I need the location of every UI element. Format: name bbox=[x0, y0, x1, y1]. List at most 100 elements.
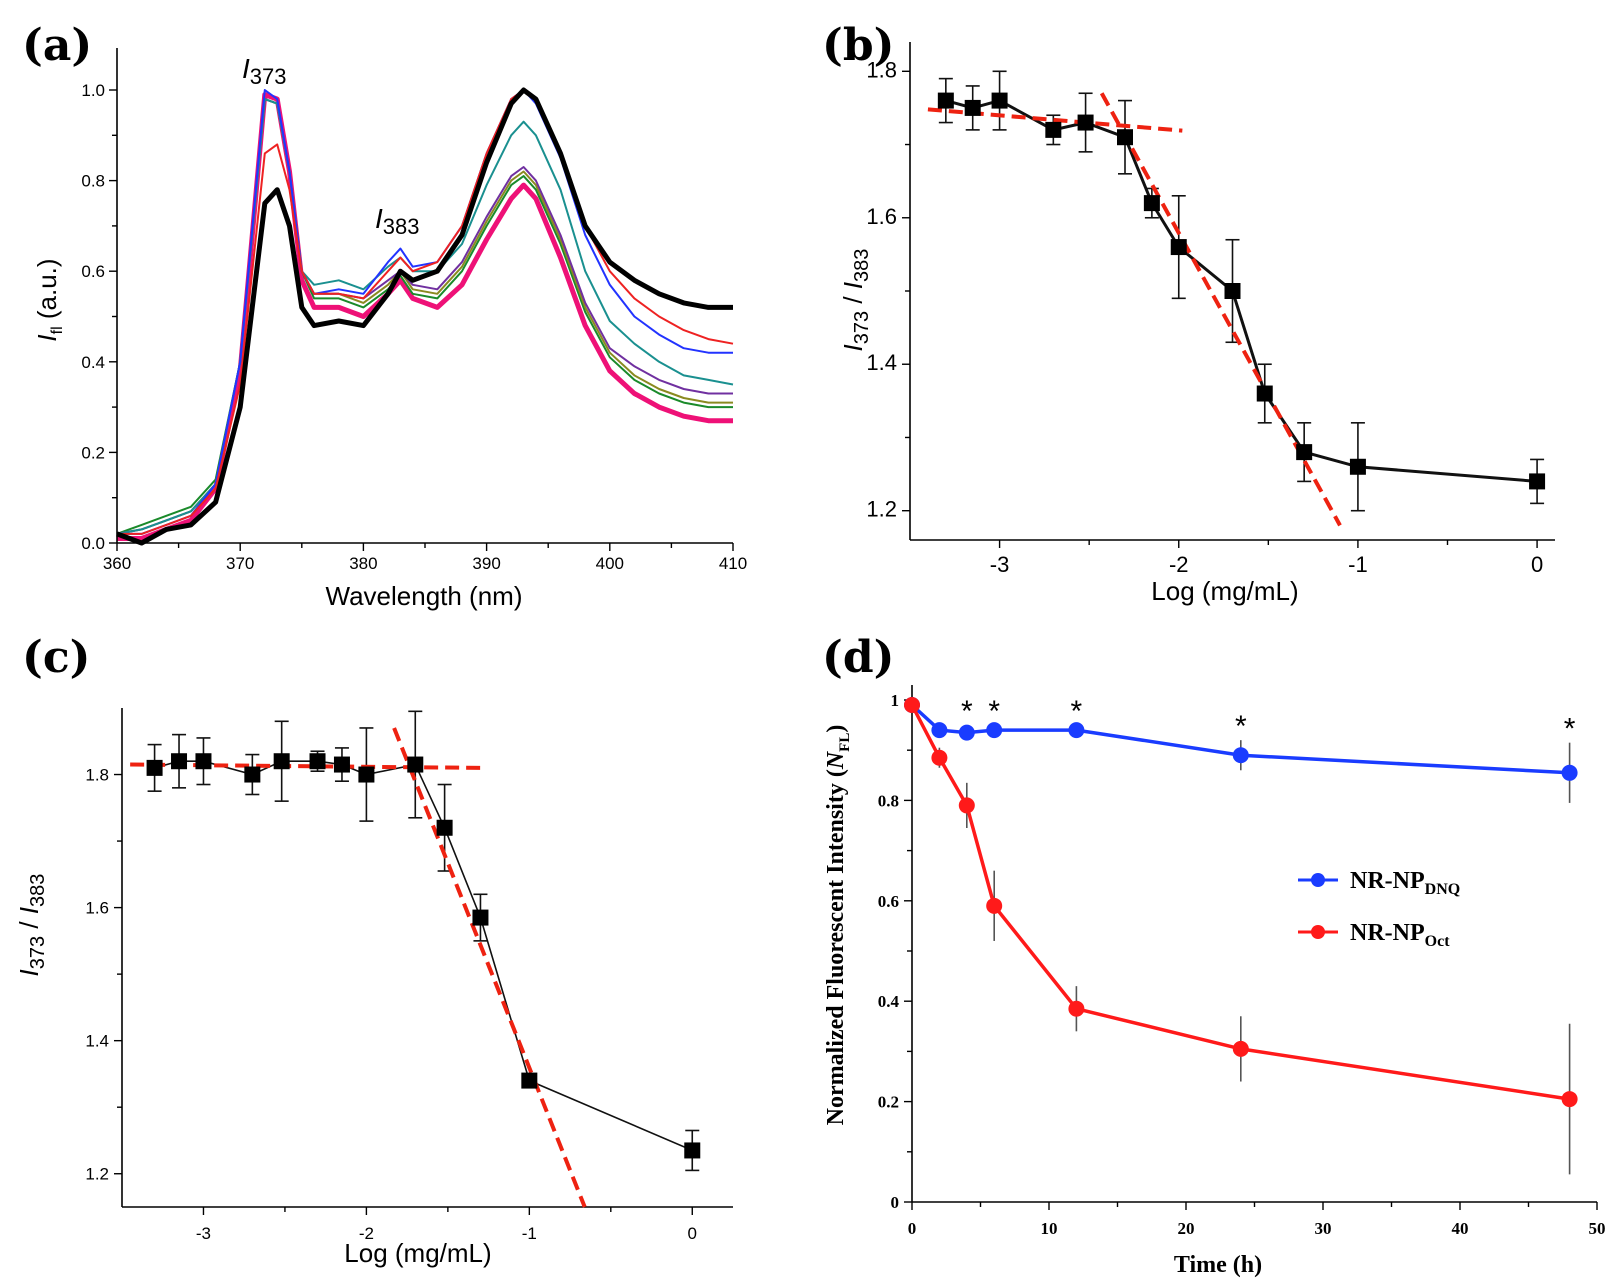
y-tick-label: 1.6 bbox=[866, 204, 897, 229]
x-tick-label: -3 bbox=[196, 1224, 211, 1243]
y-tick-label: 0 bbox=[891, 1193, 900, 1212]
panel-c-label: (c) bbox=[22, 632, 90, 683]
y-tick-label: 1.2 bbox=[866, 497, 897, 522]
legend-dnq-marker bbox=[1311, 873, 1325, 887]
x-tick-label: 410 bbox=[719, 554, 747, 573]
data-point bbox=[333, 756, 350, 773]
y-tick-label: 1.4 bbox=[85, 1032, 109, 1051]
spectrum-teal bbox=[116, 98, 734, 535]
y-tick-label: 0.0 bbox=[81, 534, 105, 553]
x-tick-label: -2 bbox=[1169, 552, 1189, 577]
spectrum-purple bbox=[116, 98, 733, 535]
data-point bbox=[521, 1072, 538, 1089]
spectrum-red bbox=[117, 89, 734, 535]
annotation-i383: I383 bbox=[375, 203, 420, 239]
x-tick-label: 40 bbox=[1452, 1219, 1469, 1238]
data-point bbox=[1117, 129, 1133, 146]
data-point bbox=[964, 99, 981, 116]
fit-line bbox=[130, 762, 481, 770]
y-tick-label: 0.4 bbox=[81, 353, 105, 372]
spectrum-green bbox=[116, 98, 733, 535]
spectrum-blue bbox=[117, 89, 733, 535]
x-tick-label: 30 bbox=[1315, 1219, 1332, 1238]
y-tick-label: 0.2 bbox=[81, 443, 105, 462]
y-tick-label: 1.2 bbox=[85, 1165, 109, 1184]
data-line bbox=[154, 760, 693, 1152]
panel-b-plot: -3 -2 -1 0 1.2 1.4 1.6 1.8 bbox=[866, 42, 1555, 577]
y-tick-label: 0.4 bbox=[878, 992, 900, 1011]
data-point bbox=[171, 753, 188, 770]
panel-a-x-axis-title: Wavelength (nm) bbox=[326, 581, 523, 611]
panel-d-plot: 0 10 20 30 40 50 0 0.2 0.4 0.6 0.8 1 * * * * * bbox=[878, 685, 1606, 1238]
spectrum-magenta bbox=[117, 92, 733, 541]
significance-marker: * bbox=[1564, 713, 1576, 746]
data-point bbox=[937, 92, 954, 109]
panel-a-axes: 360 370 380 390 400 410 0.0 0.2 0.4 0.6 0.8 1.0 bbox=[81, 48, 747, 573]
legend-dnq-label: NR-NPDNQ bbox=[1350, 868, 1460, 898]
significance-marker: * bbox=[988, 695, 1000, 728]
panel-b-y-axis-title: I373 / I383 bbox=[838, 249, 873, 352]
data-point bbox=[1256, 385, 1273, 402]
data-point bbox=[1045, 121, 1062, 138]
data-point bbox=[1561, 764, 1578, 781]
legend-oct-marker bbox=[1311, 925, 1325, 939]
x-tick-label: 400 bbox=[596, 554, 624, 573]
x-tick-label: 370 bbox=[226, 554, 254, 573]
data-point bbox=[1077, 114, 1094, 131]
data-point bbox=[1561, 1091, 1578, 1108]
panel-d-y-axis-title: Normalized Fluorescent Intensity (NFL) bbox=[823, 725, 853, 1126]
y-tick-label: 0.6 bbox=[878, 892, 899, 911]
data-point bbox=[195, 753, 212, 770]
y-tick-label: 0.6 bbox=[81, 262, 105, 281]
x-tick-label: 10 bbox=[1041, 1219, 1058, 1238]
significance-marker: * bbox=[1071, 695, 1083, 728]
panel-d-x-axis-title: Time (h) bbox=[1174, 1252, 1262, 1278]
spectrum-olive bbox=[116, 98, 733, 535]
data-point bbox=[904, 697, 920, 714]
legend: NR-NPDNQ NR-NPOct bbox=[1298, 868, 1460, 950]
y-tick-label: 1.6 bbox=[85, 899, 109, 918]
data-point bbox=[358, 766, 375, 783]
data-point bbox=[958, 797, 975, 814]
panel-c-cmc: (c) -3 -2 -1 0 1.2 1.4 1.6 1.8 Log (mg/mL) I373… bbox=[14, 632, 733, 1268]
data-point bbox=[991, 92, 1008, 109]
series-oct bbox=[904, 697, 1578, 1175]
data-point bbox=[436, 819, 453, 836]
panel-c-plot: -3 -2 -1 0 1.2 1.4 1.6 1.8 bbox=[85, 708, 733, 1243]
data-point bbox=[1170, 239, 1187, 256]
data-point bbox=[244, 766, 261, 783]
spectrum-black bbox=[116, 87, 733, 546]
significance-marker: * bbox=[1235, 710, 1247, 743]
data-point bbox=[1349, 458, 1366, 475]
data-line bbox=[945, 98, 1538, 483]
data-point bbox=[1296, 444, 1313, 461]
panel-c-x-axis-title: Log (mg/mL) bbox=[344, 1238, 491, 1268]
y-tick-label: 0.8 bbox=[878, 791, 899, 810]
panel-b-cmc: (b) -3 -2 -1 0 1.2 1.4 1.6 1.8 Log (mg/mL) I373… bbox=[822, 20, 1555, 606]
x-tick-label: 360 bbox=[103, 554, 131, 573]
data-point bbox=[986, 897, 1003, 914]
panel-b-label: (b) bbox=[822, 20, 894, 71]
significance-marker: * bbox=[961, 695, 973, 728]
data-point bbox=[407, 756, 424, 773]
data-point bbox=[684, 1142, 701, 1159]
data-point bbox=[472, 909, 489, 926]
data-point bbox=[1529, 473, 1546, 490]
panel-c-y-axis-title: I373 / I383 bbox=[14, 874, 49, 977]
x-tick-label: 390 bbox=[472, 554, 500, 573]
data-point bbox=[1232, 747, 1249, 764]
data-point bbox=[958, 724, 975, 741]
fit-line bbox=[392, 727, 587, 1208]
data-point bbox=[1068, 1000, 1085, 1017]
x-tick-label: -1 bbox=[522, 1224, 537, 1243]
data-point bbox=[1068, 722, 1085, 739]
y-tick-label: 0.2 bbox=[878, 1093, 899, 1112]
panel-d-label: (d) bbox=[822, 632, 894, 683]
data-point bbox=[1143, 195, 1160, 212]
panel-a-spectra: (a) 360 370 380 390 400 410 0.0 0.2 0.4 0.6 0.8 1.0… bbox=[22, 20, 747, 611]
x-tick-label: 380 bbox=[349, 554, 377, 573]
x-tick-label: -2 bbox=[359, 1224, 374, 1243]
y-tick-label: 1 bbox=[891, 691, 900, 710]
data-point bbox=[273, 753, 290, 770]
x-tick-label: 0 bbox=[1531, 552, 1543, 577]
